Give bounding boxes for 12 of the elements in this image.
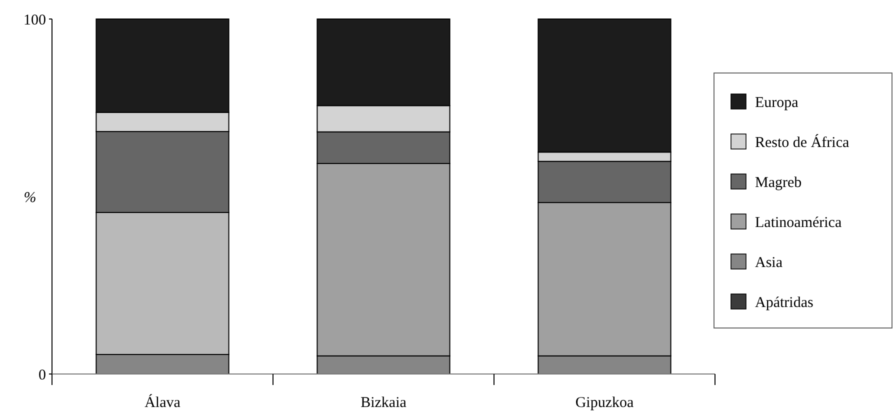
y-tick-label: 100 [24,12,46,28]
y-tick-label: 0 [38,367,46,384]
legend-label: Magreb [755,174,802,191]
x-tick-label: Álava [144,394,181,411]
legend-label: Apátridas [755,294,814,311]
legend-label: Europa [755,94,799,111]
x-tick-label: Bizkaia [360,395,407,411]
legend-label: Asia [755,254,783,271]
x-tick-label: Gipuzkoa [575,395,634,411]
legend-label: Resto de África [755,134,850,151]
y-axis-title: % [24,190,36,206]
legend-label: Latinoamérica [755,214,842,231]
